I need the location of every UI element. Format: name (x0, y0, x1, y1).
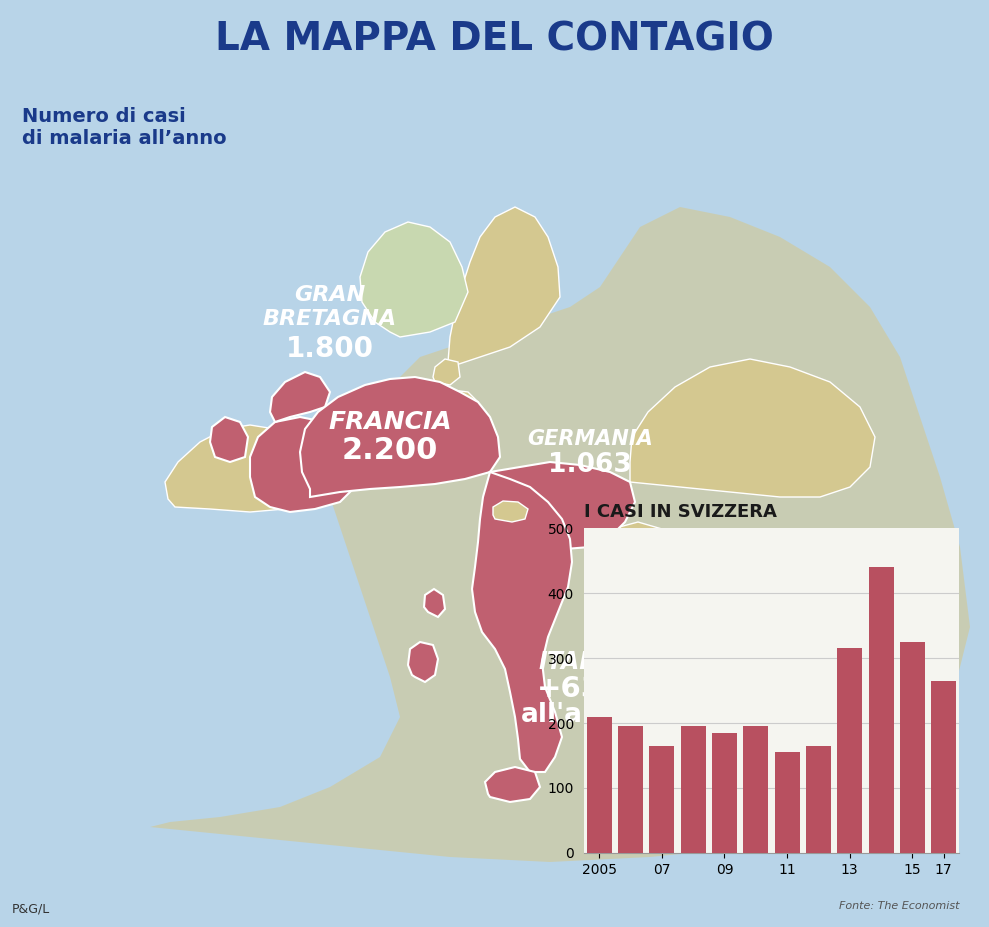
Text: FRANCIA: FRANCIA (328, 410, 452, 434)
Text: GRAN
BRETAGNA: GRAN BRETAGNA (263, 286, 397, 328)
Polygon shape (270, 372, 330, 422)
Bar (744, 727, 768, 853)
Polygon shape (630, 359, 875, 497)
Text: LA MAPPA DEL CONTAGIO: LA MAPPA DEL CONTAGIO (215, 20, 773, 58)
Text: +637: +637 (537, 675, 623, 703)
Bar (931, 680, 956, 853)
Text: I CASI IN SVIZZERA: I CASI IN SVIZZERA (584, 503, 776, 521)
Polygon shape (408, 642, 438, 682)
Polygon shape (424, 589, 445, 617)
Text: 1.063: 1.063 (548, 452, 632, 478)
Bar (586, 717, 611, 853)
Text: ITALIA: ITALIA (538, 650, 622, 674)
Polygon shape (150, 207, 970, 862)
Polygon shape (165, 425, 310, 512)
Bar (774, 753, 799, 853)
Polygon shape (360, 222, 468, 337)
Polygon shape (448, 207, 560, 367)
Polygon shape (472, 472, 572, 772)
Text: Fonte: The Economist: Fonte: The Economist (839, 901, 959, 911)
Text: P&G/L: P&G/L (12, 902, 50, 915)
Bar (868, 567, 894, 853)
Bar (806, 745, 831, 853)
Polygon shape (210, 417, 248, 462)
Bar (712, 732, 737, 853)
Polygon shape (438, 390, 478, 420)
Polygon shape (485, 767, 540, 802)
Polygon shape (490, 462, 635, 549)
Bar (618, 727, 643, 853)
Bar (680, 727, 706, 853)
Text: 1.800: 1.800 (286, 335, 374, 363)
Polygon shape (588, 522, 685, 595)
Bar (837, 649, 862, 853)
Text: 2.200: 2.200 (342, 436, 438, 464)
Polygon shape (433, 359, 460, 385)
Bar (650, 745, 674, 853)
Polygon shape (250, 417, 360, 512)
Polygon shape (493, 501, 528, 522)
Text: Numero di casi
di malaria all’anno: Numero di casi di malaria all’anno (22, 107, 226, 148)
Polygon shape (300, 377, 500, 497)
Bar (900, 641, 925, 853)
Text: all'anno: all'anno (521, 702, 639, 728)
Text: GERMANIA: GERMANIA (527, 429, 653, 449)
